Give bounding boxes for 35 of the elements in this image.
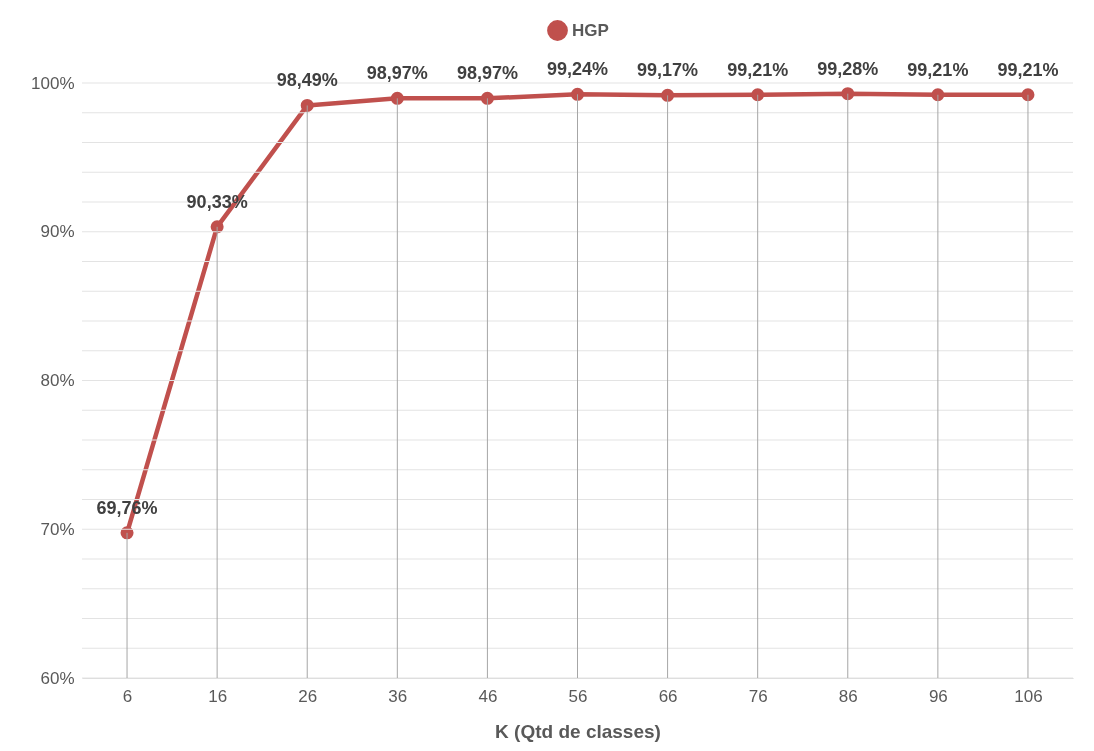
data-label: 99,24% xyxy=(546,59,609,80)
y-tick-label: 90% xyxy=(40,222,75,242)
data-label: 98,97% xyxy=(456,63,518,84)
x-tick-label: 96 xyxy=(928,686,948,706)
x-axis-title: K (Qtd de classes) xyxy=(495,720,661,742)
y-tick-label: 80% xyxy=(40,371,75,390)
point xyxy=(841,87,855,101)
data-label: 99,21% xyxy=(727,59,789,80)
data-label: 98,49% xyxy=(276,70,338,91)
x-tick-label: 6 xyxy=(122,686,133,706)
point xyxy=(751,88,765,102)
legend-label: HGP xyxy=(572,20,609,40)
data-label: 99,21% xyxy=(907,59,969,80)
data-label: 98,97% xyxy=(366,63,428,84)
y-tick-label: 70% xyxy=(40,519,75,539)
point xyxy=(570,87,585,101)
x-tick-label: 26 xyxy=(298,686,318,706)
x-tick-label: 66 xyxy=(658,686,678,706)
x-tick-label: 106 xyxy=(1014,686,1043,706)
point xyxy=(480,91,494,105)
point xyxy=(390,91,404,105)
data-label: 90,33% xyxy=(186,191,248,212)
point xyxy=(300,98,314,112)
x-tick-label: 86 xyxy=(838,686,858,706)
data-label: 99,28% xyxy=(817,58,879,79)
x-tick-label: 56 xyxy=(568,686,588,706)
data-label: 99,21% xyxy=(997,59,1059,80)
y-tick-label: 100% xyxy=(31,73,75,93)
x-tick-label: 16 xyxy=(208,686,228,706)
data-label: 99,17% xyxy=(637,60,699,81)
y-tick-label: 60% xyxy=(40,668,75,688)
point xyxy=(661,88,675,102)
x-tick-label: 36 xyxy=(388,686,408,706)
x-tick-label: 46 xyxy=(478,686,498,706)
x-tick-label: 76 xyxy=(748,686,768,706)
